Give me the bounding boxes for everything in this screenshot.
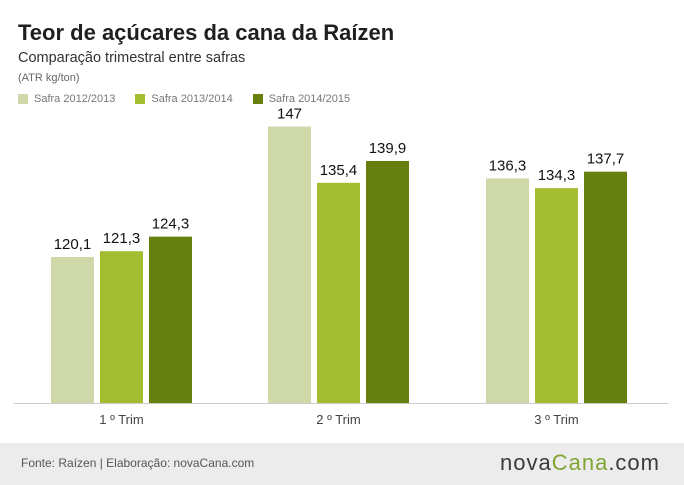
source-note: Fonte: Raízen | Elaboração: novaCana.com [21, 456, 255, 470]
bar-2013-trim3 [535, 188, 578, 403]
x-tick-label-trim3: 3 º Trim [534, 412, 578, 427]
brand-part-cana: Cana [551, 450, 609, 475]
data-label-2013-trim1: 121,3 [103, 230, 141, 247]
legend-item-2012: Safra 2012/2013 [18, 93, 115, 105]
bar-2013-trim2 [317, 182, 360, 403]
data-label-2014-trim3: 137,7 [587, 151, 625, 168]
legend-label-2014: Safra 2014/2015 [268, 93, 351, 105]
bar-2014-trim2 [366, 160, 409, 403]
legend-swatch-2014 [252, 94, 263, 104]
unit-label: (ATR kg/ton) [18, 72, 80, 84]
bar-chart: 120,1 121,3 124,3 1 º Trim 147 135,4 139,9 2 º … [14, 106, 668, 427]
legend: Safra 2012/2013 Safra 2013/2014 Safra 20… [18, 93, 370, 105]
bar-2012-trim3 [486, 178, 529, 403]
data-label-2012-trim2: 147 [277, 106, 302, 123]
legend-label-2012: Safra 2012/2013 [34, 93, 116, 105]
x-tick-label-trim1: 1 º Trim [99, 412, 143, 427]
brand-logo: novaCana.com [500, 450, 660, 476]
bar-2013-trim1 [100, 251, 143, 403]
bar-2014-trim1 [149, 236, 192, 403]
data-label-2013-trim3: 134,3 [538, 167, 576, 184]
legend-swatch-2012 [18, 94, 28, 104]
data-label-2012-trim3: 136,3 [489, 157, 527, 174]
x-tick-label-trim2: 2 º Trim [316, 412, 360, 427]
bar-2012-trim2 [268, 126, 311, 404]
data-label-2012-trim1: 120,1 [54, 236, 92, 253]
brand-part-nova: nova [500, 450, 552, 475]
legend-item-2014: Safra 2014/2015 [252, 93, 351, 105]
chart-subtitle: Comparação trimestral entre safras [18, 50, 246, 66]
legend-label-2013: Safra 2013/2014 [151, 93, 233, 105]
legend-item-2013: Safra 2013/2014 [135, 93, 233, 105]
data-label-2013-trim2: 135,4 [320, 162, 358, 179]
data-label-2014-trim2: 139,9 [369, 140, 407, 157]
bar-2014-trim3 [584, 171, 627, 403]
brand-part-com: .com [608, 450, 660, 475]
footer: Fonte: Raízen | Elaboração: novaCana.com… [0, 443, 684, 485]
data-label-2014-trim1: 124,3 [152, 216, 190, 233]
legend-swatch-2013 [135, 94, 146, 104]
bar-2012-trim1 [51, 257, 94, 403]
chart-title: Teor de açúcares da cana da Raízen [18, 20, 395, 45]
